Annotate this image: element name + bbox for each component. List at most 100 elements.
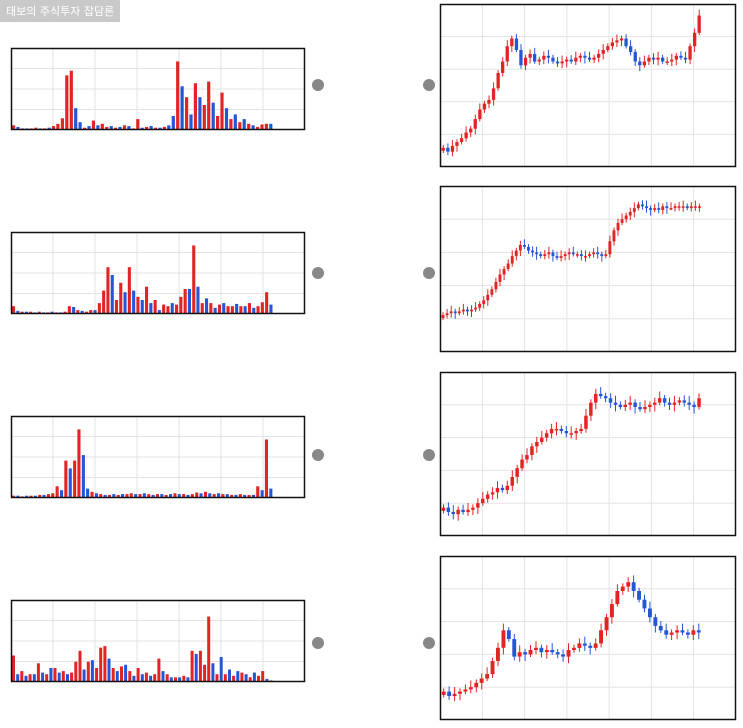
- volume-bar: [89, 310, 93, 314]
- candle-body: [535, 252, 539, 255]
- candle-body: [540, 437, 544, 442]
- volume-bar: [162, 304, 166, 314]
- candle-body: [549, 428, 554, 434]
- candle-body: [470, 309, 473, 312]
- connector-dot-left-4: [312, 637, 324, 649]
- volume-bar: [198, 650, 202, 682]
- volume-bar: [149, 303, 153, 314]
- volume-bar: [16, 310, 20, 314]
- volume-bar: [193, 83, 197, 130]
- candle-body: [697, 398, 701, 407]
- candle-body: [563, 254, 567, 256]
- candle-body: [478, 109, 482, 120]
- price-chart-2: [439, 185, 737, 353]
- volume-bar: [187, 289, 191, 314]
- connector-dot-left-3: [312, 449, 324, 461]
- candle-body: [623, 404, 627, 407]
- volume-bar: [198, 97, 202, 130]
- candle-body: [490, 289, 494, 295]
- volume-bar: [220, 92, 224, 130]
- volume-bar: [74, 661, 78, 682]
- volume-bar: [95, 668, 99, 682]
- volume-bar: [205, 298, 209, 314]
- candle-body: [615, 591, 620, 605]
- volume-bar: [120, 666, 123, 682]
- volume-bar: [80, 310, 84, 314]
- candle-body: [450, 145, 455, 152]
- volume-bar: [106, 267, 110, 314]
- candle-body: [592, 57, 596, 60]
- candle-body: [486, 294, 490, 301]
- volume-bar: [261, 671, 265, 682]
- candle-body: [601, 50, 605, 54]
- candle-body: [535, 442, 539, 447]
- candle-body: [560, 61, 564, 64]
- volume-bar: [147, 494, 151, 498]
- connector-dot-right-2: [423, 267, 435, 279]
- volume-bar: [222, 303, 226, 314]
- candle-body: [669, 208, 673, 210]
- volume-bar: [123, 292, 127, 314]
- candle-body: [505, 46, 509, 62]
- volume-bar: [149, 126, 153, 130]
- candle-body: [648, 404, 652, 407]
- volume-bar: [216, 116, 220, 130]
- volume-bar: [60, 490, 64, 498]
- candle-body: [494, 281, 498, 290]
- candle-body: [645, 206, 648, 209]
- candle-body: [519, 50, 523, 66]
- volume-bar: [127, 267, 131, 314]
- candle-body: [693, 206, 697, 208]
- volume-bar: [242, 119, 246, 130]
- volume-bar: [182, 494, 186, 498]
- candle-body: [517, 652, 522, 657]
- candle-body: [546, 55, 550, 58]
- volume-bar: [202, 105, 206, 130]
- candle-body: [515, 468, 519, 477]
- candle-body: [628, 211, 632, 216]
- volume-bar: [169, 677, 173, 682]
- volume-bar: [51, 126, 56, 130]
- candle-body: [620, 586, 625, 591]
- volume-bar: [57, 672, 61, 682]
- volume-bar: [136, 668, 140, 682]
- candle-body: [618, 404, 623, 407]
- candle-body: [612, 230, 616, 242]
- candle-body: [670, 59, 674, 62]
- candle-body: [441, 315, 445, 318]
- volume-bar: [229, 119, 233, 130]
- volume-bar: [164, 494, 168, 498]
- candle-body: [632, 208, 636, 212]
- volume-bar: [252, 307, 256, 314]
- candle-body: [599, 630, 603, 644]
- volume-bar: [213, 307, 217, 314]
- volume-bar: [20, 671, 24, 682]
- candle-body: [638, 61, 642, 66]
- candle-body: [596, 252, 600, 255]
- volume-bar: [82, 669, 86, 682]
- candle-body: [449, 311, 453, 314]
- candle-body: [459, 138, 464, 142]
- candle-body: [649, 208, 652, 210]
- candle-body: [551, 57, 555, 62]
- candle-body: [687, 402, 691, 405]
- volume-bar: [142, 493, 146, 498]
- volume-bar: [256, 486, 260, 498]
- candle-body: [512, 639, 517, 657]
- volume-bar: [190, 650, 194, 682]
- candle-body: [523, 245, 526, 247]
- candle-body: [458, 691, 462, 694]
- volume-bar: [192, 245, 196, 314]
- candle-body: [653, 208, 657, 210]
- volume-bar: [145, 286, 149, 314]
- candle-body: [575, 254, 579, 256]
- chart-frame: [10, 599, 306, 683]
- candle-body: [510, 38, 514, 47]
- candle-body: [474, 682, 479, 688]
- candle-body: [638, 407, 642, 410]
- volume-bar: [99, 647, 103, 682]
- volume-bar: [145, 126, 149, 130]
- candle-body: [473, 119, 477, 129]
- candle-body: [539, 647, 544, 653]
- volume-bar: [28, 674, 32, 682]
